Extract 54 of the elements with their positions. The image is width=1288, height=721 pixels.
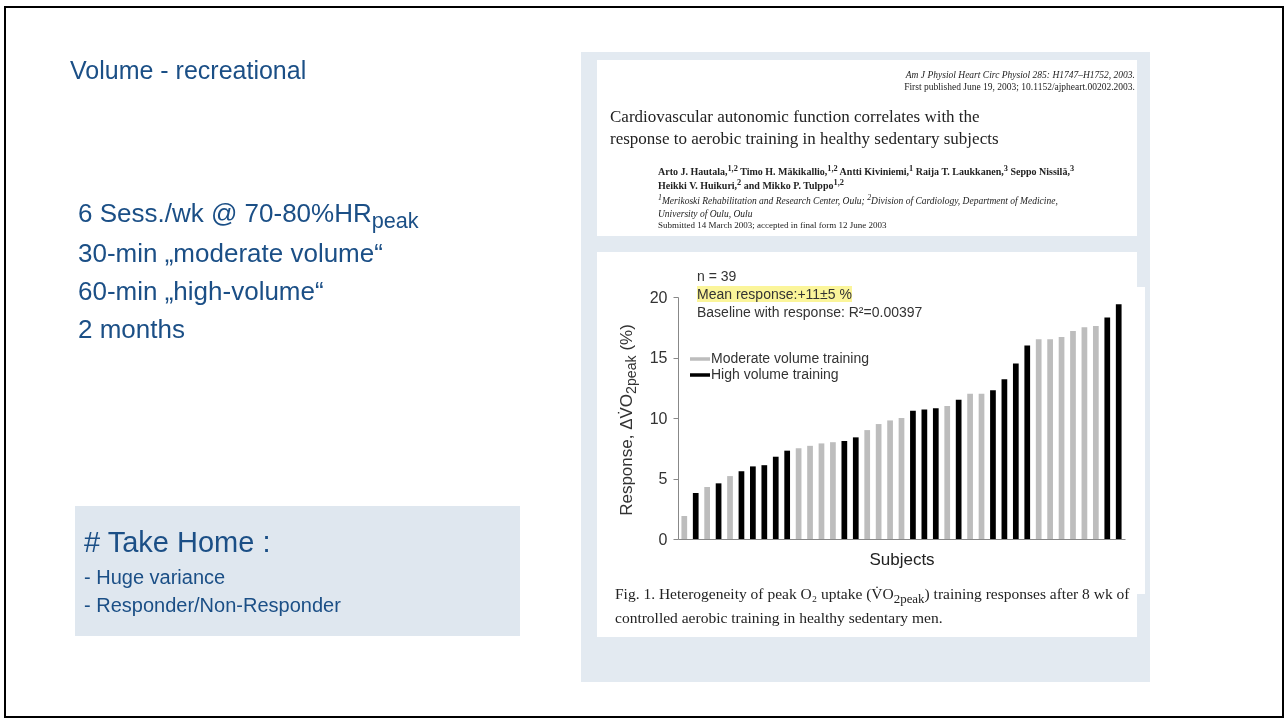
text: 6 Sess./wk @ 70-80%HR$_{peak}$ [78,198,419,235]
text: 30-min „moderate volume“ [78,238,383,269]
bar [830,442,836,539]
text: Cardiovascular autonomic function correlates with the response to aerobic training in healthy sedentary subjects [610,106,1000,151]
bar [807,445,813,539]
bar [772,456,779,539]
bar [727,476,733,539]
legend-label: Moderate volume training [711,350,869,366]
text: Submitted 14 March 2003; accepted in final form 12 June 2003 [658,220,887,230]
y-tick-label: 0 [658,530,668,548]
bar [1012,363,1019,539]
bar [1047,339,1053,539]
bar [841,440,848,539]
x-axis-title: Subjects [869,549,935,569]
annotation: Mean response:+11±5 % [697,286,852,302]
text: Volume - recreational [70,56,307,85]
bar [1035,339,1042,539]
text: 60-min „high-volume“ [78,276,324,307]
bar [1115,304,1122,539]
bar [704,486,711,539]
y-tick-label: 10 [649,409,668,427]
bar [944,405,951,539]
text: - Responder/Non-Responder [84,594,341,617]
text: 2 months [78,314,185,345]
bar [967,393,973,539]
text: Arto J. Hautala,$^{1,2}$ Timo H. Mäkikallio,$^{1,2}$ Antti Kiviniemi,$^{1}$ Raija T. Laukkanen,$^{3}$ Seppo Nissilä,$^{3}$ Heikki V. Huikuri,$^{2}$ and Mikko P. Tulppo$^{1,2}$ [658,164,1075,192]
bar [990,390,996,539]
bar [887,420,893,539]
bar [955,399,962,539]
text: # Take Home : [84,526,271,559]
bar [864,430,871,539]
bar [692,493,699,539]
bar [784,450,791,539]
text: - Huge variance [84,566,226,589]
y-tick-label: 15 [649,349,668,366]
annotation: Baseline with response: R²=0.00397 [697,304,923,320]
text: Am J Physiol Heart Circ Physiol 285: H1747–H1752, 2003. [905,70,1135,80]
bar [1070,330,1076,539]
bar [1092,326,1099,539]
bar [852,437,859,539]
text: $^{1}$Merikoski Rehabilitation and Research Center, Oulu; $^{2}$Division of Cardiology, Department of Medicine, University of Oulu, Oulu [658,193,1058,219]
bar [761,465,768,539]
bar [681,516,688,539]
y-tick-label: 20 [649,288,668,306]
caption: Fig. 1. Heterogeneity of peak O₂ uptake (V̇O$_{2peak}$) training responses after 8 wk of controlled aerobic training in healthy sedentary men. [615,584,1130,628]
bar [1104,317,1111,539]
text: First published June 19, 2003; 10.1152/ajpheart.00202.2003. [904,82,1135,92]
legend-label: High volume training [711,366,839,382]
text: n = 39 [697,268,737,284]
bar [1024,345,1031,539]
y-tick-label: 5 [658,470,668,487]
bar [910,410,916,539]
bar [750,466,756,539]
bar [932,408,939,539]
